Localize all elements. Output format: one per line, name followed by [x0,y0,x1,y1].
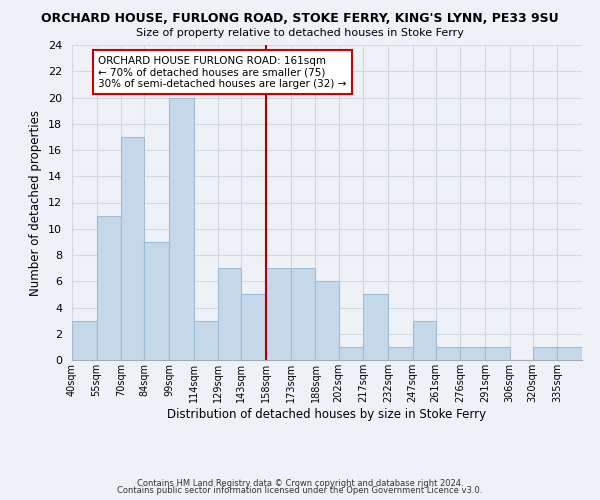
Bar [485,347,509,360]
Bar [413,320,436,360]
Bar [218,268,241,360]
Bar [460,347,485,360]
Bar [363,294,388,360]
Bar [72,320,97,360]
Text: ORCHARD HOUSE, FURLONG ROAD, STOKE FERRY, KING'S LYNN, PE33 9SU: ORCHARD HOUSE, FURLONG ROAD, STOKE FERRY… [41,12,559,26]
Bar [316,281,338,360]
Bar [169,98,194,360]
Bar [121,137,145,360]
Bar [241,294,266,360]
Bar [145,242,169,360]
Bar [97,216,121,360]
Bar [533,347,557,360]
Bar [266,268,291,360]
Text: Contains public sector information licensed under the Open Government Licence v3: Contains public sector information licen… [118,486,482,495]
Text: ORCHARD HOUSE FURLONG ROAD: 161sqm
← 70% of detached houses are smaller (75)
30%: ORCHARD HOUSE FURLONG ROAD: 161sqm ← 70%… [98,56,347,88]
Bar [436,347,460,360]
Text: Size of property relative to detached houses in Stoke Ferry: Size of property relative to detached ho… [136,28,464,38]
Bar [291,268,316,360]
Bar [194,320,218,360]
Y-axis label: Number of detached properties: Number of detached properties [29,110,43,296]
Bar [338,347,363,360]
Bar [388,347,413,360]
Bar [557,347,582,360]
X-axis label: Distribution of detached houses by size in Stoke Ferry: Distribution of detached houses by size … [167,408,487,420]
Text: Contains HM Land Registry data © Crown copyright and database right 2024.: Contains HM Land Registry data © Crown c… [137,478,463,488]
